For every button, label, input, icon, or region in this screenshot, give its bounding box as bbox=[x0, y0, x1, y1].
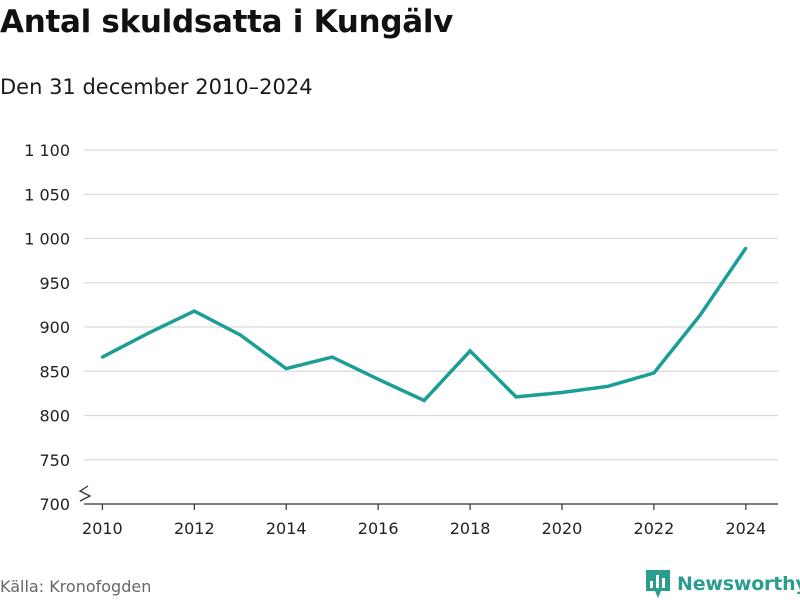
data-point bbox=[192, 309, 196, 313]
x-tick-label: 2012 bbox=[174, 519, 215, 538]
data-point bbox=[698, 314, 702, 317]
chart-subtitle: Den 31 december 2010–2024 bbox=[0, 75, 313, 99]
data-point bbox=[422, 399, 426, 402]
y-tick-label: 750 bbox=[39, 451, 70, 470]
data-point bbox=[330, 355, 334, 359]
data-point bbox=[376, 377, 380, 381]
data-point bbox=[468, 349, 472, 353]
data-point bbox=[560, 391, 564, 394]
data-point bbox=[100, 355, 104, 359]
data-point bbox=[146, 331, 150, 335]
brand-name: Newsworthy bbox=[677, 573, 800, 595]
data-point bbox=[238, 333, 242, 337]
x-tick-label: 2022 bbox=[634, 519, 675, 538]
data-point bbox=[514, 395, 518, 399]
x-tick-label: 2010 bbox=[82, 519, 123, 538]
grid-layer bbox=[78, 149, 778, 505]
brand-logo: Newsworthy bbox=[645, 569, 800, 599]
y-tick-label: 850 bbox=[39, 362, 70, 381]
y-tick-label: 700 bbox=[39, 495, 70, 514]
y-tick-label: 800 bbox=[39, 407, 70, 426]
newsworthy-logo-icon bbox=[646, 570, 670, 598]
x-tick-label: 2016 bbox=[358, 519, 399, 538]
series-layer bbox=[100, 246, 748, 403]
y-axis-break-icon bbox=[78, 485, 92, 502]
y-tick-label: 950 bbox=[39, 274, 70, 293]
source-note: Källa: Kronofogden bbox=[0, 577, 152, 596]
series-line bbox=[101, 247, 748, 403]
data-point bbox=[744, 246, 748, 250]
chart-title: Antal skuldsatta i Kungälv bbox=[0, 4, 454, 40]
data-point bbox=[652, 371, 656, 375]
data-point bbox=[284, 367, 288, 371]
y-tick-label: 1 050 bbox=[24, 185, 70, 204]
data-point bbox=[606, 384, 610, 388]
x-tick-label: 2020 bbox=[542, 519, 583, 538]
y-axis-ticks: 700 750 800 850 900 950 1 000 1 050 1 100 bbox=[24, 141, 70, 514]
y-tick-label: 1 000 bbox=[24, 230, 70, 249]
x-tick-label: 2024 bbox=[725, 519, 766, 538]
x-tick-label: 2018 bbox=[450, 519, 491, 538]
x-axis-ticks: 2010 2012 2014 2016 2018 2020 2022 2024 bbox=[82, 504, 766, 538]
y-tick-label: 900 bbox=[39, 318, 70, 337]
x-tick-label: 2014 bbox=[266, 519, 307, 538]
y-tick-label: 1 100 bbox=[24, 141, 70, 160]
